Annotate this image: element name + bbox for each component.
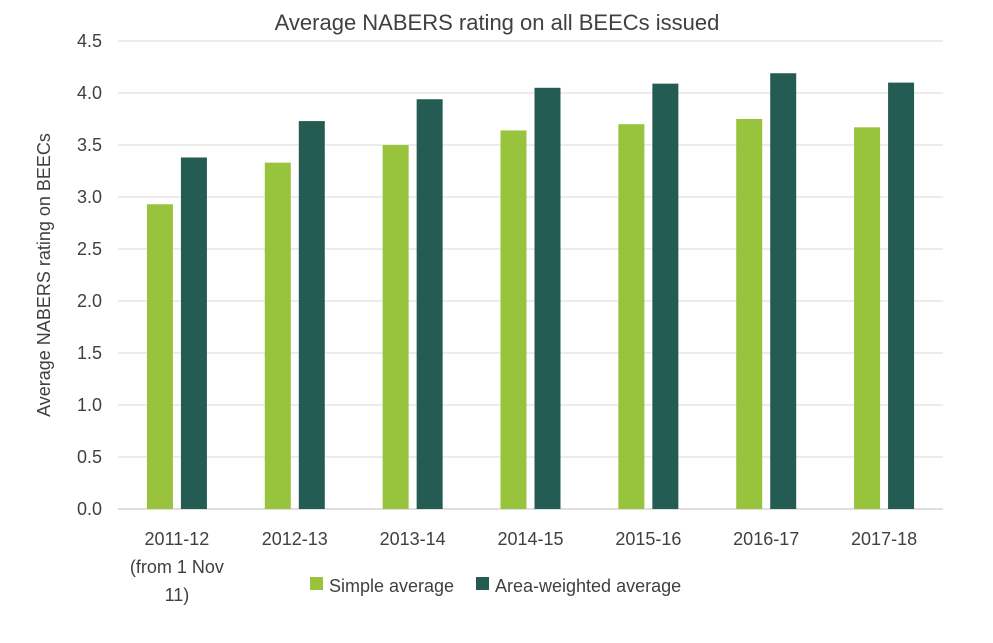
y-tick-label: 2.0	[77, 291, 102, 311]
bar-area-weighted-average	[652, 83, 679, 509]
y-tick-label: 4.5	[77, 31, 102, 51]
bar-area-weighted-average	[770, 73, 797, 510]
bar-simple-average	[264, 162, 291, 509]
x-tick-label: 2011-12 (from 1 Nov 11)	[130, 529, 224, 605]
bar-area-weighted-average	[416, 99, 443, 510]
y-axis-ticks: 0.0 0.5 1.0 1.5 2.0 2.5 3.0 3.5 4.0 4.5	[77, 31, 102, 519]
y-tick-label: 0.5	[77, 447, 102, 467]
bar-simple-average	[854, 127, 881, 509]
bar-simple-average	[382, 145, 409, 509]
legend-label: Simple average	[329, 576, 454, 596]
bar-simple-average	[618, 124, 645, 509]
y-tick-label: 1.5	[77, 343, 102, 363]
bar-area-weighted-average	[888, 82, 915, 509]
x-tick-label: 2013-14	[380, 529, 446, 549]
legend-swatch	[310, 577, 323, 590]
bar-simple-average	[146, 204, 173, 509]
y-tick-label: 4.0	[77, 83, 102, 103]
x-axis-categories: 2011-12 (from 1 Nov 11) 2012-13 2013-14 2014-…	[130, 529, 917, 605]
bar-simple-average	[500, 130, 527, 509]
y-axis-label: Average NABERS rating on BEECs	[34, 133, 54, 417]
gridlines	[118, 40, 943, 510]
y-tick-label: 2.5	[77, 239, 102, 259]
x-tick-label: 2015-16	[615, 529, 681, 549]
x-tick-label: 2016-17	[733, 529, 799, 549]
y-tick-label: 3.5	[77, 135, 102, 155]
x-tick-label: 2012-13	[262, 529, 328, 549]
legend-label: Area-weighted average	[495, 576, 681, 596]
y-tick-label: 1.0	[77, 395, 102, 415]
bar-area-weighted-average	[298, 121, 325, 509]
y-tick-label: 0.0	[77, 499, 102, 519]
bar-area-weighted-average	[534, 87, 561, 510]
legend: Simple average Area-weighted average	[310, 576, 681, 596]
x-tick-label: 2014-15	[497, 529, 563, 549]
bar-area-weighted-average	[180, 157, 207, 510]
x-tick-label: 2017-18	[851, 529, 917, 549]
bar-simple-average	[736, 119, 763, 509]
legend-swatch	[476, 577, 489, 590]
bars	[146, 73, 915, 510]
chart-title: Average NABERS rating on all BEECs issue…	[275, 10, 720, 35]
y-tick-label: 3.0	[77, 187, 102, 207]
